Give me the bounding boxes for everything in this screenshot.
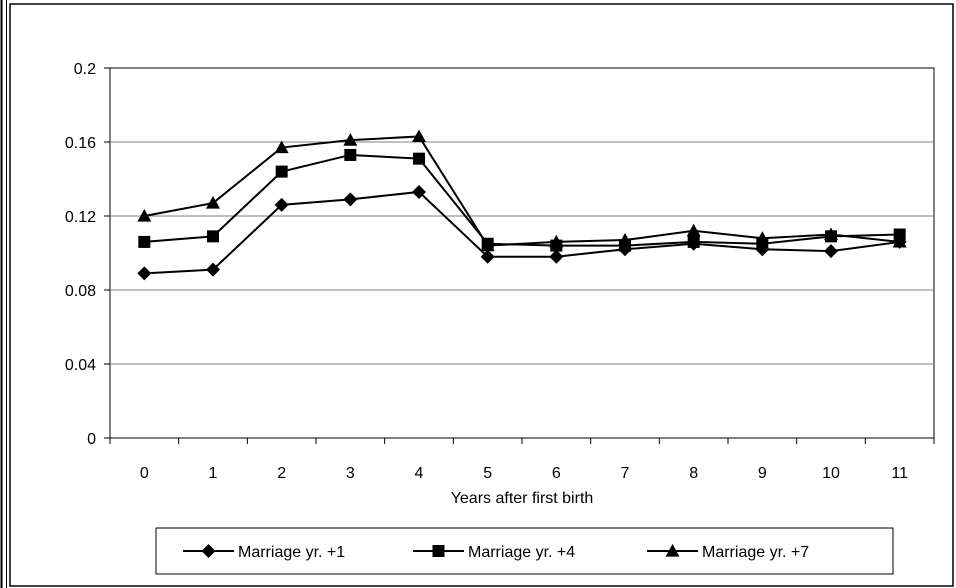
x-tick-label: 4 (415, 465, 424, 482)
x-tick-label: 0 (140, 465, 149, 482)
x-tick-label: 6 (552, 465, 561, 482)
plot-area (110, 68, 934, 438)
x-tick-label: 10 (822, 465, 840, 482)
y-tick-label: 0.12 (65, 209, 96, 226)
y-tick-label: 0 (87, 431, 96, 448)
x-tick-label: 8 (689, 465, 698, 482)
data-point-square (344, 149, 356, 161)
data-point-square (138, 236, 150, 248)
data-point-square (413, 153, 425, 165)
y-tick-label: 0.04 (65, 357, 96, 374)
y-tick-label: 0.16 (65, 135, 96, 152)
y-tick-label: 0.08 (65, 283, 96, 300)
legend-label: Marriage yr. +1 (238, 544, 345, 561)
x-axis-title: Years after first birth (451, 490, 594, 507)
legend: Marriage yr. +1 Marriage yr. +4 Marriage y… (183, 544, 809, 561)
x-tick-label: 2 (277, 465, 286, 482)
legend-marker-square (433, 545, 445, 557)
x-tick-label: 3 (346, 465, 355, 482)
data-point-square (207, 230, 219, 242)
data-point-square (688, 236, 700, 248)
y-tick-label: 0.2 (74, 61, 96, 78)
x-tick-label: 5 (483, 465, 492, 482)
x-tick-label: 1 (209, 465, 218, 482)
x-tick-label: 11 (891, 465, 908, 482)
legend-label: Marriage yr. +4 (468, 544, 575, 561)
x-tick-label: 9 (758, 465, 767, 482)
x-tick-label: 7 (621, 465, 630, 482)
data-point-square (276, 166, 288, 178)
legend-label: Marriage yr. +7 (702, 544, 809, 561)
